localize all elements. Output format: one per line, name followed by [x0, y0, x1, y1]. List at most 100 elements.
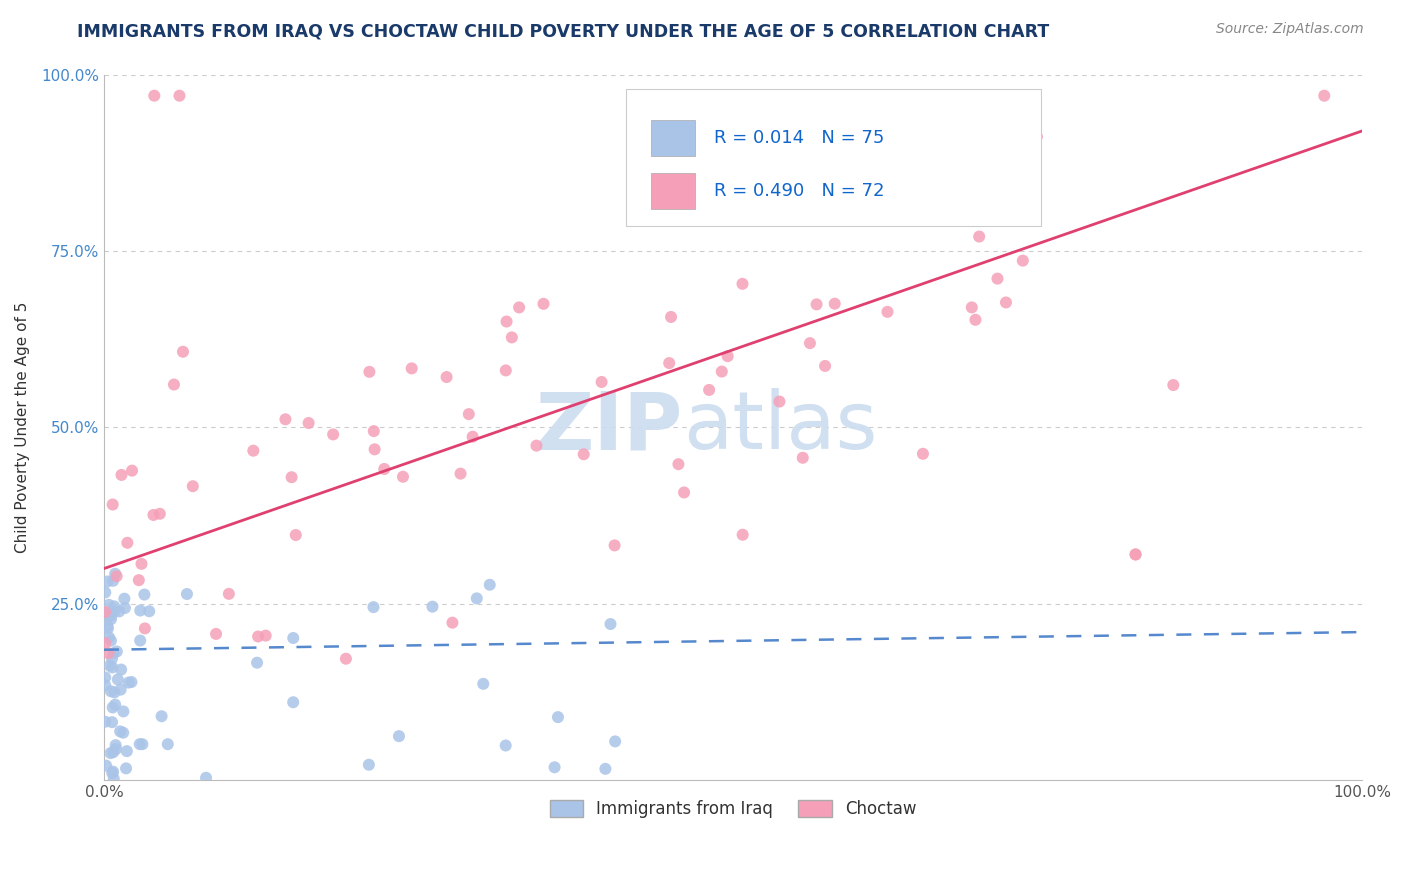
Point [117, 675, 139, 690]
Point [457, 407, 479, 421]
Point [100, 612, 122, 626]
Point [673, 485, 696, 500]
Point [110, 663, 132, 677]
Point [547, 710, 569, 724]
Point [1125, 548, 1147, 562]
Point [104, 742, 127, 756]
Point [373, 462, 395, 476]
Point [94, 605, 117, 619]
Point [359, 365, 381, 379]
Point [254, 629, 277, 643]
Point [1313, 88, 1336, 103]
Point [150, 709, 173, 723]
Point [94, 678, 117, 692]
Point [104, 566, 127, 581]
Point [110, 467, 132, 482]
Point [1161, 378, 1184, 392]
Point [163, 377, 186, 392]
Point [814, 359, 837, 373]
Point [876, 305, 898, 319]
Text: R = 0.490   N = 72: R = 0.490 N = 72 [714, 182, 884, 200]
Point [591, 375, 613, 389]
Point [128, 573, 150, 587]
Point [101, 660, 124, 674]
Point [1011, 253, 1033, 268]
Point [495, 739, 517, 753]
Point [107, 673, 129, 687]
Point [806, 297, 828, 311]
Text: Source: ZipAtlas.com: Source: ZipAtlas.com [1216, 22, 1364, 37]
Point [495, 363, 517, 377]
Point [731, 277, 754, 291]
Point [172, 344, 194, 359]
Point [799, 336, 821, 351]
Point [156, 737, 179, 751]
Point [967, 229, 990, 244]
Point [533, 297, 555, 311]
Point [149, 507, 172, 521]
Point [134, 588, 156, 602]
Point [101, 715, 124, 730]
Point [138, 604, 160, 618]
Point [218, 587, 240, 601]
Text: atlas: atlas [683, 388, 877, 467]
Point [131, 557, 153, 571]
Point [322, 427, 344, 442]
Point [108, 724, 131, 739]
Point [98, 658, 121, 673]
Point [422, 599, 444, 614]
FancyBboxPatch shape [651, 120, 695, 156]
Point [96, 607, 118, 622]
Point [94, 714, 117, 729]
Point [659, 310, 682, 324]
Point [94, 758, 117, 772]
Point [114, 601, 136, 615]
Point [572, 447, 595, 461]
Point [121, 464, 143, 478]
Point [169, 88, 191, 103]
Y-axis label: Child Poverty Under the Age of 5: Child Poverty Under the Age of 5 [15, 301, 30, 553]
Point [392, 469, 415, 483]
Point [105, 569, 128, 583]
Point [104, 698, 127, 712]
Point [697, 383, 720, 397]
Point [112, 705, 135, 719]
Point [103, 772, 125, 786]
Point [242, 443, 264, 458]
Point [247, 630, 270, 644]
Legend: Immigrants from Iraq, Choctaw: Immigrants from Iraq, Choctaw [543, 793, 922, 825]
Point [297, 416, 319, 430]
Point [717, 349, 740, 363]
Text: IMMIGRANTS FROM IRAQ VS CHOCTAW CHILD POVERTY UNDER THE AGE OF 5 CORRELATION CHA: IMMIGRANTS FROM IRAQ VS CHOCTAW CHILD PO… [77, 22, 1050, 40]
Point [100, 608, 122, 623]
FancyBboxPatch shape [651, 173, 695, 209]
Point [101, 764, 124, 779]
Point [363, 424, 385, 438]
Point [1125, 548, 1147, 562]
Point [128, 737, 150, 751]
Point [181, 479, 204, 493]
Point [105, 644, 128, 658]
Point [129, 603, 152, 617]
Point [103, 646, 125, 660]
Point [101, 700, 124, 714]
Point [100, 746, 122, 760]
Point [658, 356, 681, 370]
Point [868, 186, 890, 201]
Point [120, 675, 142, 690]
Point [918, 208, 941, 222]
Point [335, 651, 357, 665]
Point [100, 633, 122, 648]
Point [792, 450, 814, 465]
Point [97, 574, 120, 589]
Point [176, 587, 198, 601]
Point [595, 762, 617, 776]
Point [97, 646, 120, 660]
Point [103, 605, 125, 619]
Point [103, 599, 125, 614]
Point [104, 738, 127, 752]
Point [129, 633, 152, 648]
Point [363, 442, 385, 457]
Point [112, 591, 135, 606]
Point [112, 725, 135, 739]
